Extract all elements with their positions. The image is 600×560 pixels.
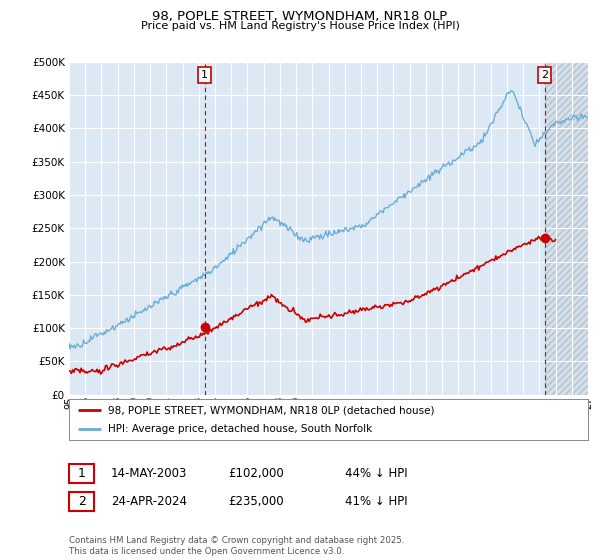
Text: 44% ↓ HPI: 44% ↓ HPI [345, 466, 407, 480]
Text: 98, POPLE STREET, WYMONDHAM, NR18 0LP: 98, POPLE STREET, WYMONDHAM, NR18 0LP [152, 10, 448, 23]
Text: 14-MAY-2003: 14-MAY-2003 [111, 466, 187, 480]
Bar [545, 62, 588, 395]
Text: 98, POPLE STREET, WYMONDHAM, NR18 0LP (detached house): 98, POPLE STREET, WYMONDHAM, NR18 0LP (d… [108, 405, 434, 415]
Text: £102,000: £102,000 [228, 466, 284, 480]
Text: £235,000: £235,000 [228, 494, 284, 508]
Bar [545, 62, 588, 395]
Text: 41% ↓ HPI: 41% ↓ HPI [345, 494, 407, 508]
Text: 2: 2 [541, 70, 548, 80]
Text: 24-APR-2024: 24-APR-2024 [111, 494, 187, 508]
Text: 1: 1 [77, 467, 86, 480]
Text: 1: 1 [201, 70, 208, 80]
Text: Contains HM Land Registry data © Crown copyright and database right 2025.
This d: Contains HM Land Registry data © Crown c… [69, 536, 404, 556]
Text: 2: 2 [77, 495, 86, 508]
Text: Price paid vs. HM Land Registry's House Price Index (HPI): Price paid vs. HM Land Registry's House … [140, 21, 460, 31]
Text: HPI: Average price, detached house, South Norfolk: HPI: Average price, detached house, Sout… [108, 424, 372, 433]
